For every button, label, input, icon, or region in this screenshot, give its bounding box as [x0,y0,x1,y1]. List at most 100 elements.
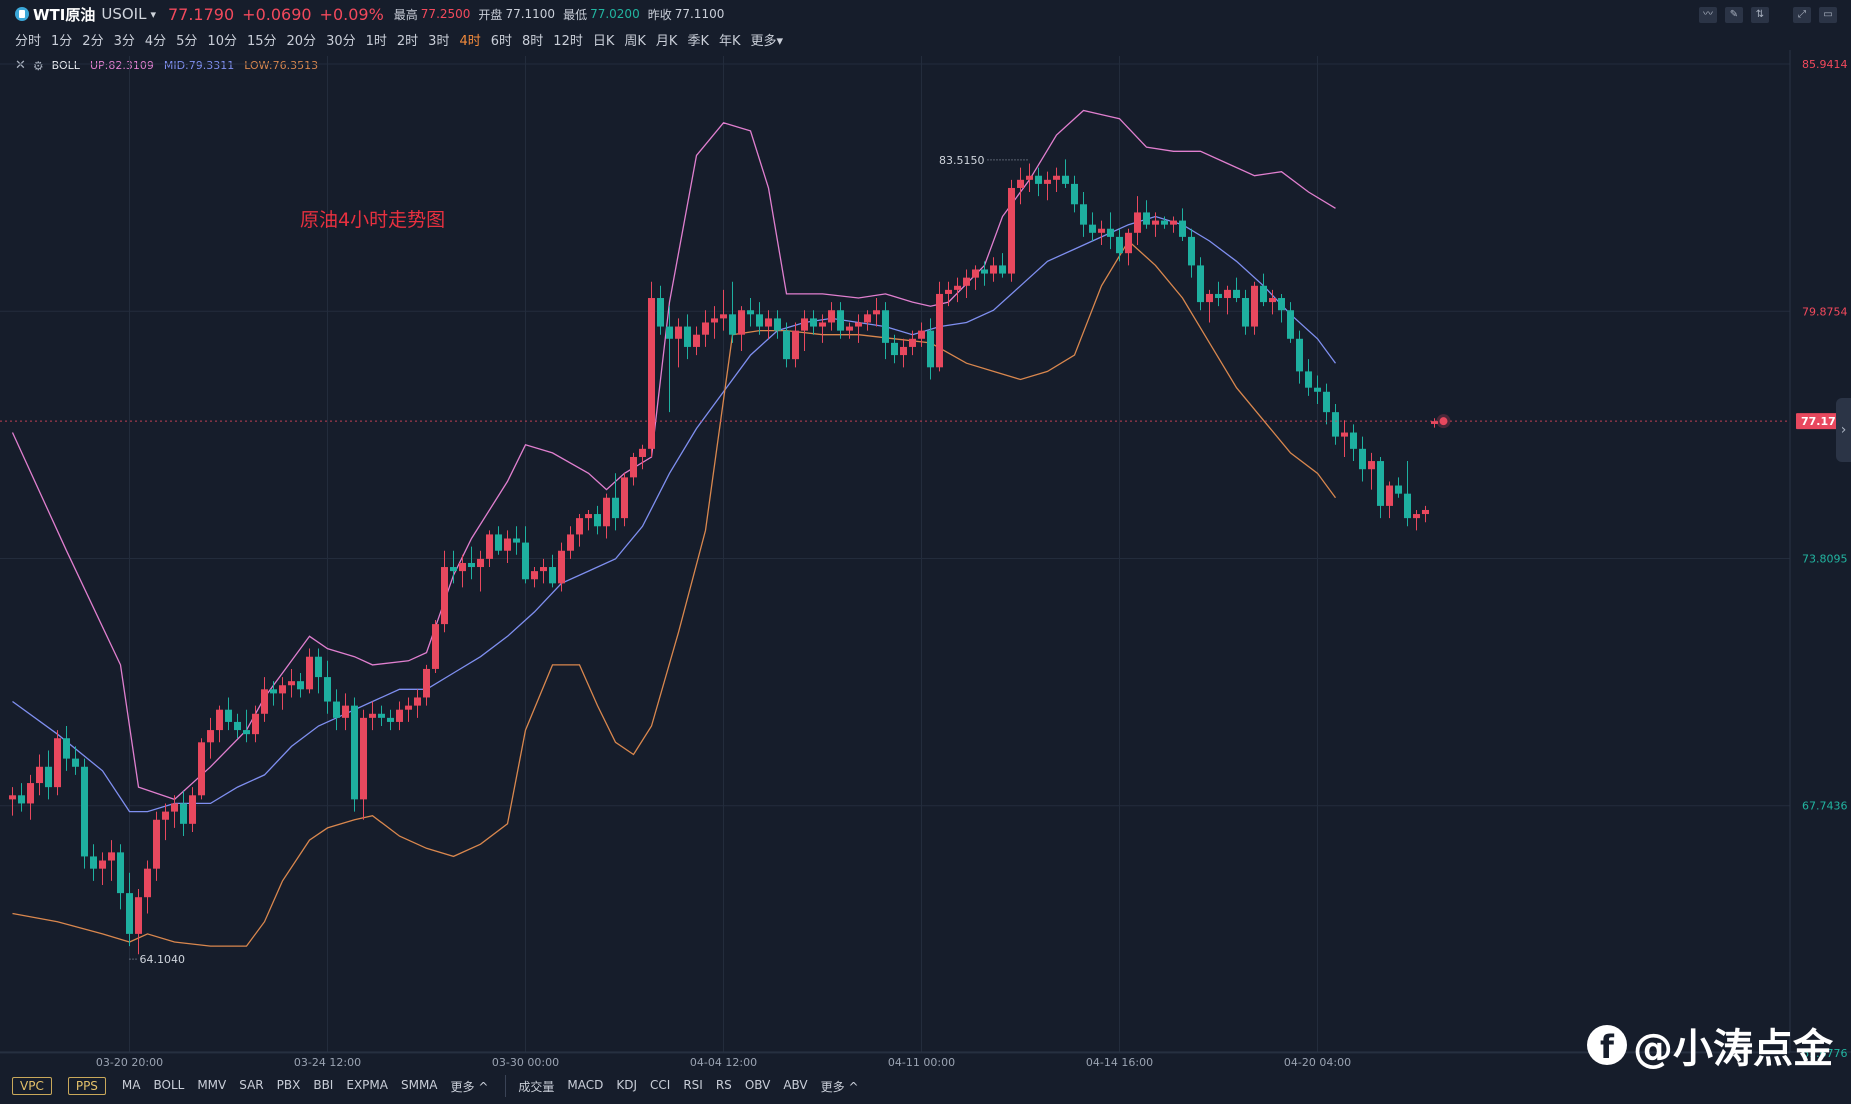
candle-body [261,689,268,714]
period-tab[interactable]: 3分 [113,34,135,49]
candle-body [342,705,349,718]
candle-body [1269,298,1276,303]
indicator-divider [505,1075,507,1097]
candle-body [738,310,745,335]
fullscreen-icon[interactable]: ⤢ [1793,7,1811,23]
compare-icon[interactable]: ⇅ [1751,7,1769,23]
period-tab[interactable]: 12时 [553,34,583,49]
indicator-tab[interactable]: RS [715,1077,732,1092]
candle-body [1116,236,1123,254]
period-tab[interactable]: 5分 [176,34,198,49]
indicator-tab[interactable]: OBV [744,1077,771,1092]
indicator-tab[interactable]: 更多 ^ [450,1079,489,1094]
indicator-tab[interactable]: RSI [683,1077,703,1092]
candle-body [522,542,529,580]
indicator-tab[interactable]: PBX [276,1077,301,1092]
candle-body [747,310,754,315]
candle-body [18,795,25,804]
candle-body [270,689,277,694]
indicator-tab[interactable]: MA [121,1077,141,1092]
period-tab[interactable]: 4时 [459,34,481,49]
period-tab[interactable]: 8时 [522,34,544,49]
gear-icon[interactable]: ⚙ [32,58,44,73]
indicator-tab[interactable]: EXPMA [346,1077,388,1092]
candle-body [810,318,817,327]
candle-body [1224,289,1231,299]
candle-body [855,322,862,327]
candle-body [1080,204,1087,225]
period-tab[interactable]: 1时 [365,34,387,49]
tag-button-vpc[interactable]: VPC [12,1077,52,1095]
candle-body [711,318,718,323]
period-tab[interactable]: 更多▾ [750,34,784,49]
boll-mid-line [12,215,1337,813]
indicator-tab[interactable]: 成交量 [518,1079,555,1094]
close-indicator-icon[interactable]: ✕ [15,58,26,73]
candle-body [801,318,808,331]
candle-body [9,795,16,800]
candle-body [54,738,61,788]
candle-body [405,705,412,710]
period-tab[interactable]: 年K [718,34,741,49]
candle-body [234,721,241,731]
candle-body [1215,293,1222,299]
candle-body [531,571,538,580]
stat-label: 最高 [393,7,418,22]
last-price: 77.1790 [167,4,235,24]
symbol-code[interactable]: USOIL [101,5,147,23]
period-tab[interactable]: 15分 [246,34,277,49]
symbol-name[interactable]: WTI原油 [33,5,96,24]
candle-body [513,538,520,543]
indicator-tab[interactable]: BBI [313,1077,334,1092]
candle-body [1170,220,1177,225]
indicator-tab[interactable]: CCI [650,1077,671,1092]
x-axis-label: 04-04 12:00 [690,1056,757,1068]
toolbar-icons: 〰 ✎ ⇅ ⤢ ▭ [1699,7,1837,23]
period-tab[interactable]: 6时 [490,34,513,49]
candle-body [1368,461,1375,470]
period-tab[interactable]: 月K [655,34,678,49]
draw-icon[interactable]: ✎ [1725,7,1743,23]
period-tab[interactable]: 季K [687,34,709,49]
indicator-tab[interactable]: MACD [567,1077,604,1092]
candle-body [153,819,160,869]
indicator-tab[interactable]: KDJ [616,1077,638,1092]
candle-body [216,709,223,731]
candle-body [1143,212,1150,225]
candle-body [1206,293,1213,303]
candle-body [540,567,547,572]
candle-body [972,269,979,278]
candle-body [792,330,799,360]
period-tab[interactable]: 10分 [207,34,237,49]
indicator-tab[interactable]: MMV [197,1077,227,1092]
candle-body [1323,391,1330,413]
indicator-tab[interactable]: SMMA [400,1077,438,1092]
candle-body [774,318,781,331]
line-chart-icon[interactable]: 〰 [1699,7,1717,23]
chevron-right-icon[interactable]: › [1836,398,1851,462]
x-axis-label: 04-14 16:00 [1086,1056,1153,1068]
facebook-icon: f [1587,1025,1627,1066]
candle-body [369,713,376,718]
indicator-tab[interactable]: 更多 ^ [820,1079,859,1094]
period-tab[interactable]: 1分 [51,34,73,49]
indicator-tab[interactable]: ABV [783,1077,808,1092]
period-tab[interactable]: 2时 [396,34,419,49]
layout-icon[interactable]: ▭ [1819,7,1837,23]
candlestick-chart[interactable]: 85.9414 79.8754 73.8095 67.7436 61.6776 77.17… [0,0,1851,1068]
symbol-dropdown-icon[interactable]: ▾ [150,7,156,21]
x-axis-label: 04-20 04:00 [1284,1056,1351,1068]
period-tab[interactable]: 分时 [15,34,42,49]
period-tab[interactable]: 日K [592,34,615,49]
indicator-tab[interactable]: SAR [239,1077,264,1092]
period-tab[interactable]: 30分 [326,34,356,49]
period-tab[interactable]: 周K [624,34,646,49]
period-tab[interactable]: 3时 [428,34,450,49]
indicator-tab[interactable]: BOLL [153,1077,185,1092]
period-tab[interactable]: 2分 [82,34,104,49]
tag-button-pps[interactable]: PPS [67,1077,106,1095]
candle-body [1089,224,1096,233]
period-tab[interactable]: 4分 [144,34,167,49]
period-tab[interactable]: 20分 [286,34,317,49]
candle-body [936,293,943,368]
